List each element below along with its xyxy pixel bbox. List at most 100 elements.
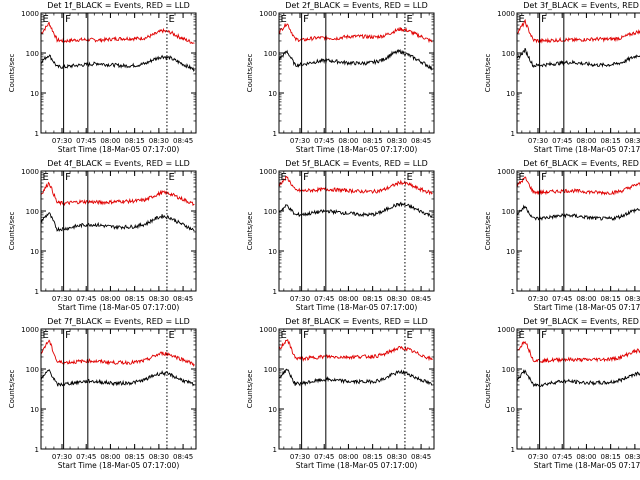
panel-title: Det 6f_BLACK = Events, RED = LLD bbox=[523, 159, 640, 168]
x-tick-label: 08:45 bbox=[411, 137, 431, 145]
y-tick-label: 1000 bbox=[21, 326, 39, 334]
x-tick-label: 07:30 bbox=[290, 295, 310, 303]
x-axis-label: Start Time (18-Mar-05 07:17:00) bbox=[534, 461, 640, 470]
x-tick-label: 08:30 bbox=[387, 295, 407, 303]
x-tick-label: 08:15 bbox=[125, 137, 145, 145]
time-marker-label: E bbox=[281, 330, 287, 341]
series-line-lld bbox=[279, 23, 433, 44]
x-tick-label: 07:45 bbox=[314, 295, 334, 303]
panel-9: Det 9f_BLACK = Events, RED = LLDEFE11010… bbox=[484, 317, 640, 470]
x-tick-label: 08:00 bbox=[338, 295, 358, 303]
panel-title: Det 3f_BLACK = Events, RED = LLD bbox=[523, 1, 640, 10]
time-marker-label: F bbox=[303, 330, 309, 341]
x-tick-label: 08:30 bbox=[625, 137, 640, 145]
time-marker-label: F bbox=[65, 172, 71, 183]
time-marker-label: E bbox=[519, 330, 525, 341]
y-tick-label: 1 bbox=[511, 288, 515, 296]
time-marker-label: E bbox=[406, 330, 412, 341]
x-tick-label: 08:45 bbox=[411, 453, 431, 461]
series-line-events bbox=[279, 368, 433, 387]
time-marker-label: E bbox=[43, 172, 49, 183]
x-tick-label: 08:15 bbox=[125, 453, 145, 461]
y-axis-label: Counts/sec bbox=[484, 212, 492, 251]
y-tick-label: 1 bbox=[511, 446, 515, 454]
time-marker-label: F bbox=[65, 14, 71, 25]
x-tick-label: 08:30 bbox=[149, 453, 169, 461]
panel-title: Det 2f_BLACK = Events, RED = LLD bbox=[285, 1, 428, 10]
x-tick-label: 08:15 bbox=[363, 295, 383, 303]
panel-7: Det 7f_BLACK = Events, RED = LLD E F E 1 10 10… bbox=[8, 317, 197, 470]
x-tick-label: 07:30 bbox=[528, 295, 548, 303]
time-marker-label: E bbox=[43, 330, 49, 341]
panel-1: Det 1f_BLACK = Events, RED = LLD E F E 1 10 10… bbox=[8, 1, 197, 154]
time-marker-label: E bbox=[43, 14, 49, 25]
series-line-lld bbox=[41, 181, 195, 207]
x-tick-label: 08:00 bbox=[100, 137, 120, 145]
x-tick-label: 08:00 bbox=[338, 137, 358, 145]
series-line-lld bbox=[279, 175, 433, 196]
x-tick-label: 08:00 bbox=[338, 453, 358, 461]
panel-4: Det 4f_BLACK = Events, RED = LLD E F E 1 10 10… bbox=[8, 159, 197, 312]
series-line-lld bbox=[517, 340, 640, 364]
x-tick-label: 07:30 bbox=[290, 453, 310, 461]
y-tick-label: 100 bbox=[264, 50, 277, 58]
time-marker-label: E bbox=[519, 172, 525, 183]
time-marker-label: E bbox=[406, 172, 412, 183]
time-marker-label: E bbox=[281, 14, 287, 25]
x-tick-label: 07:45 bbox=[552, 453, 572, 461]
series-line-lld bbox=[41, 339, 195, 367]
x-tick-label: 08:30 bbox=[625, 453, 640, 461]
time-marker-label: E bbox=[406, 14, 412, 25]
time-marker-label: E bbox=[168, 14, 174, 25]
y-tick-label: 1 bbox=[35, 446, 39, 454]
x-tick-label: 07:30 bbox=[52, 137, 72, 145]
y-tick-label: 100 bbox=[264, 366, 277, 374]
x-axis-label: Start Time (18-Mar-05 07:17:00) bbox=[534, 145, 640, 154]
series-line-lld bbox=[41, 21, 195, 44]
y-tick-label: 1 bbox=[35, 130, 39, 138]
panel-title: Det 8f_BLACK = Events, RED = LLD bbox=[285, 317, 428, 326]
time-marker-label: E bbox=[168, 172, 174, 183]
y-tick-label: 100 bbox=[502, 50, 515, 58]
series-line-events bbox=[279, 48, 433, 71]
x-tick-label: 07:30 bbox=[528, 453, 548, 461]
x-tick-label: 08:30 bbox=[387, 453, 407, 461]
series-line-lld bbox=[517, 18, 640, 44]
y-tick-label: 100 bbox=[264, 208, 277, 216]
x-tick-label: 08:45 bbox=[173, 453, 193, 461]
y-tick-label: 10 bbox=[30, 90, 39, 98]
y-tick-label: 10 bbox=[506, 406, 515, 414]
y-tick-label: 10 bbox=[506, 90, 515, 98]
time-marker-label: F bbox=[65, 330, 71, 341]
y-tick-label: 1000 bbox=[259, 168, 277, 176]
x-axis-label: Start Time (18-Mar-05 07:17:00) bbox=[58, 461, 180, 470]
x-tick-label: 08:15 bbox=[363, 137, 383, 145]
x-tick-label: 08:00 bbox=[576, 137, 596, 145]
panel-3: Det 3f_BLACK = Events, RED = LLDEFE11010… bbox=[484, 1, 640, 154]
x-tick-label: 07:45 bbox=[314, 137, 334, 145]
panel-title: Det 7f_BLACK = Events, RED = LLD bbox=[47, 317, 190, 326]
series-line-events bbox=[41, 368, 195, 387]
x-tick-label: 08:30 bbox=[625, 295, 640, 303]
x-tick-label: 08:45 bbox=[173, 295, 193, 303]
panel-2: Det 2f_BLACK = Events, RED = LLD E F E 1 10 10… bbox=[246, 1, 435, 154]
x-tick-label: 08:00 bbox=[100, 295, 120, 303]
y-tick-label: 1000 bbox=[497, 168, 515, 176]
y-axis-label: Counts/sec bbox=[246, 212, 254, 251]
x-tick-label: 07:45 bbox=[76, 137, 96, 145]
time-marker-label: F bbox=[541, 330, 547, 341]
y-tick-label: 1000 bbox=[259, 10, 277, 18]
x-axis-label: Start Time (18-Mar-05 07:17:00) bbox=[296, 461, 418, 470]
x-tick-label: 08:00 bbox=[576, 295, 596, 303]
panel-5: Det 5f_BLACK = Events, RED = LLD E F E 1 10 10… bbox=[246, 159, 435, 312]
panel-title: Det 4f_BLACK = Events, RED = LLD bbox=[47, 159, 190, 168]
series-line-lld bbox=[279, 339, 433, 362]
y-axis-label: Counts/sec bbox=[246, 54, 254, 93]
x-tick-label: 07:30 bbox=[52, 453, 72, 461]
series-line-events bbox=[41, 54, 195, 73]
x-tick-label: 08:15 bbox=[363, 453, 383, 461]
time-marker-label: F bbox=[303, 172, 309, 183]
x-tick-label: 07:45 bbox=[76, 295, 96, 303]
